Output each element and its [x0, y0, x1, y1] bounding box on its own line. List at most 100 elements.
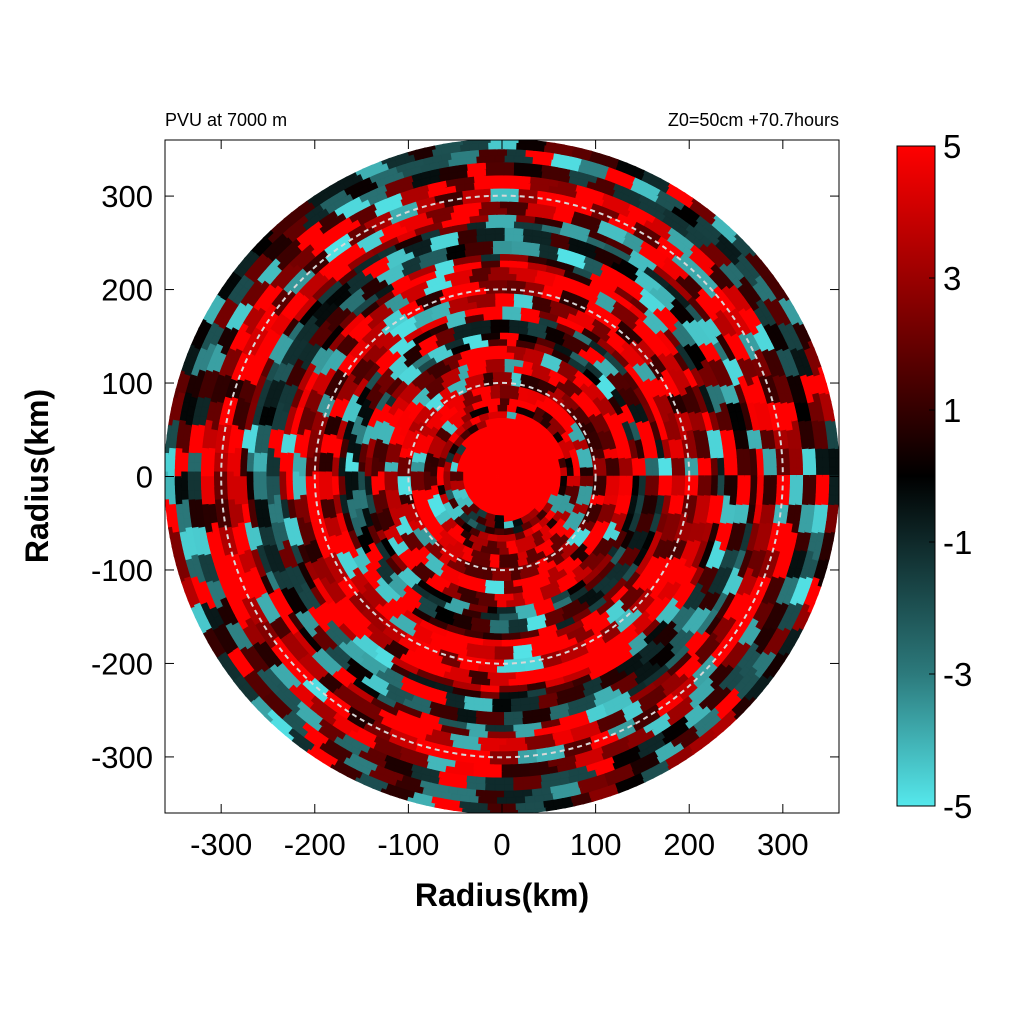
heat-cell	[625, 466, 634, 477]
heat-cell	[743, 475, 752, 487]
heat-cell	[271, 476, 280, 488]
heat-cell	[492, 639, 503, 648]
heat-cell	[258, 471, 267, 483]
heat-cell	[503, 233, 515, 242]
heat-cell	[498, 318, 510, 327]
heat-cell	[324, 471, 332, 483]
heat-cell	[376, 471, 385, 483]
heat-cell	[645, 475, 654, 487]
heat-cell	[750, 475, 759, 487]
heat-cell	[498, 331, 510, 340]
heat-cell	[763, 465, 772, 477]
heat-cell	[499, 620, 511, 629]
heat-cell	[724, 465, 733, 477]
heat-cell	[232, 466, 241, 478]
heat-cell	[265, 466, 274, 478]
heat-cell	[493, 220, 505, 228]
heat-cell	[496, 338, 508, 346]
heat-cell	[612, 466, 621, 477]
heat-cell	[499, 554, 511, 563]
heat-cell	[493, 298, 505, 307]
heat-cell	[501, 639, 513, 648]
heat-cell	[252, 461, 261, 474]
heat-cell	[652, 475, 661, 487]
heat-cell	[489, 685, 501, 694]
heat-cell	[763, 475, 772, 487]
heat-cell	[496, 541, 508, 550]
heat-cell	[665, 475, 674, 487]
heat-cell	[691, 475, 700, 487]
heat-cell	[494, 718, 506, 727]
heat-cell	[802, 475, 811, 487]
heat-cell	[494, 587, 506, 596]
heat-cell	[502, 226, 515, 235]
heat-cell	[499, 626, 511, 635]
heat-cell	[363, 466, 372, 478]
heat-cell	[212, 471, 221, 483]
heat-cell	[498, 187, 510, 196]
heat-cell	[632, 465, 641, 477]
heat-cell	[337, 476, 346, 488]
heat-cell	[498, 200, 510, 209]
heat-cell	[678, 465, 687, 477]
heat-cell	[503, 711, 516, 720]
heat-cell	[500, 174, 512, 183]
heat-cell	[789, 475, 798, 487]
heat-cell	[505, 207, 517, 216]
heat-cell	[625, 475, 634, 487]
heat-cell	[498, 252, 510, 261]
heat-cell	[502, 167, 515, 176]
heat-cell	[495, 213, 508, 222]
heat-cell	[500, 239, 512, 248]
heat-cell	[501, 305, 512, 314]
heat-cell	[757, 475, 765, 487]
heat-cell	[357, 471, 365, 483]
heat-cell	[491, 574, 503, 583]
heat-cell	[245, 471, 254, 483]
heat-cell	[422, 471, 431, 483]
heat-cell	[711, 475, 720, 487]
heat-cell	[496, 272, 508, 281]
heat-cell	[495, 207, 508, 215]
heat-cell	[704, 475, 713, 487]
heat-cell	[498, 259, 510, 268]
heat-cell	[389, 471, 398, 483]
heat-cell	[232, 476, 241, 488]
heat-cell	[493, 226, 505, 235]
heat-cell	[737, 465, 746, 477]
heat-cell	[638, 466, 647, 477]
heat-cell	[499, 744, 511, 753]
heat-cell	[448, 471, 457, 483]
heat-cell	[619, 475, 628, 487]
heat-cell	[499, 679, 511, 687]
heat-cell	[494, 652, 506, 661]
heat-cell	[632, 475, 641, 487]
heat-cell	[503, 652, 516, 661]
heat-cell	[491, 311, 503, 320]
heat-cell	[500, 311, 512, 320]
heat-cell	[265, 476, 274, 488]
heat-cell	[730, 475, 739, 487]
heat-cell	[416, 471, 424, 483]
heat-cell	[383, 471, 391, 483]
heat-cell	[499, 685, 511, 694]
heat-cell	[783, 474, 792, 487]
heat-cell	[697, 465, 706, 477]
heat-cell	[498, 324, 510, 333]
heat-cell	[498, 397, 510, 406]
heat-cell	[370, 476, 379, 487]
heat-cell	[499, 757, 511, 766]
heat-cell	[239, 466, 247, 478]
heat-cell	[498, 383, 510, 392]
heat-cell	[503, 292, 515, 301]
heat-cell	[743, 465, 752, 477]
heat-cell	[409, 471, 418, 483]
heat-cell	[494, 777, 506, 786]
heat-cell	[496, 607, 508, 615]
heat-cell	[489, 757, 502, 766]
heat-cell	[258, 461, 267, 474]
heat-cell	[284, 471, 293, 483]
heat-cell	[730, 465, 739, 477]
heat-cell	[343, 471, 352, 483]
